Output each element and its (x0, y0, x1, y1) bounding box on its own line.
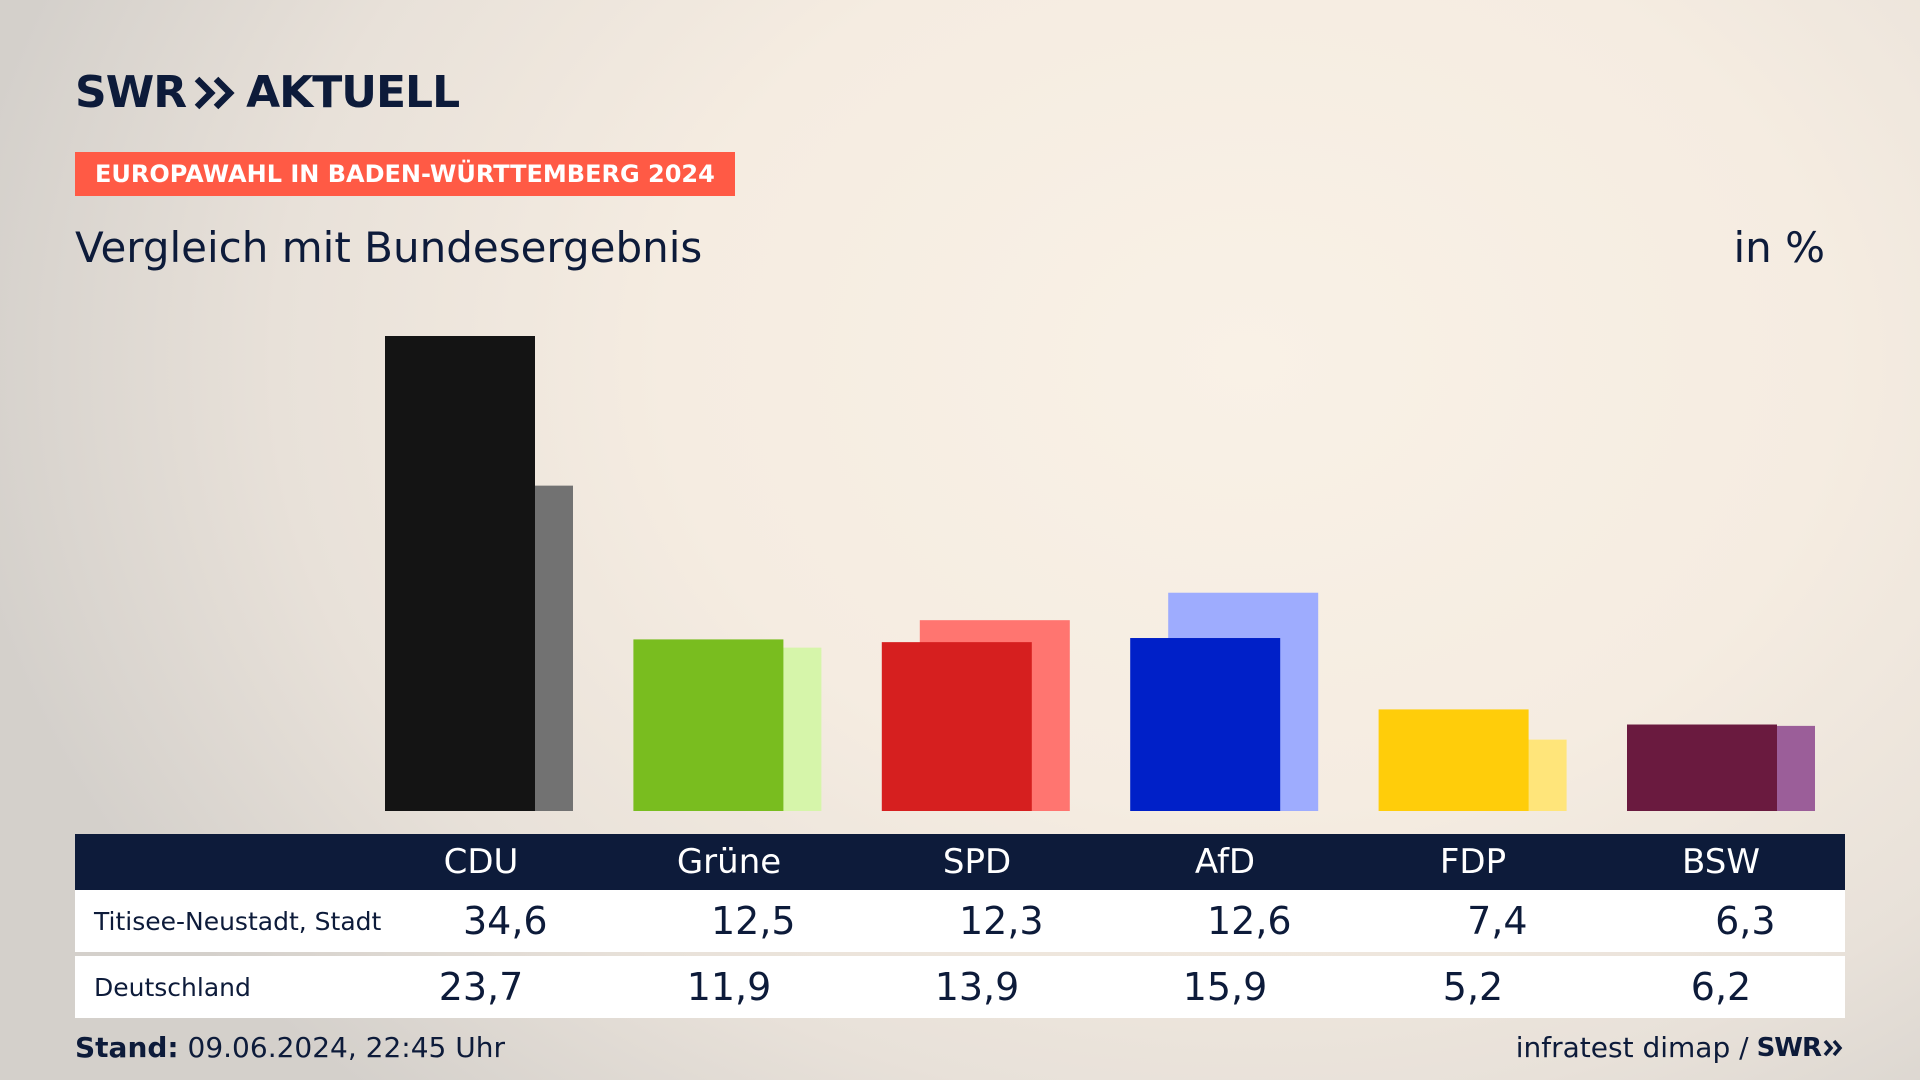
local-value-spd: 12,3 (959, 899, 1044, 943)
swr-aktuell-logo: SWR AKTUELL (75, 67, 460, 118)
bar-local-fdp (1378, 709, 1529, 811)
unit-label: in % (1733, 223, 1825, 272)
bar-chart (385, 336, 1815, 811)
national-value-fdp: 5,2 (1442, 965, 1504, 1009)
bar-local-cdu (385, 336, 535, 811)
timestamp: Stand: 09.06.2024, 22:45 Uhr (75, 1028, 505, 1068)
chart-subtitle: Vergleich mit Bundesergebnis (75, 223, 703, 272)
bar-local-bsw (1627, 724, 1777, 811)
national-value-cdu: 23,7 (438, 965, 524, 1009)
local-value-afd: 12,6 (1207, 899, 1292, 943)
national-value-gruene: 11,9 (686, 965, 772, 1009)
header-cdu: CDU (443, 842, 519, 882)
stand-label: Stand: (75, 1031, 179, 1064)
row-label-national: Deutschland (94, 972, 251, 1002)
results-table: CDU Grüne SPD AfD FDP BSW Titisee-Neusta… (75, 834, 1845, 1018)
local-value-fdp: 7,4 (1467, 899, 1528, 943)
header-gruene: Grüne (676, 842, 782, 882)
national-value-spd: 13,9 (934, 965, 1020, 1009)
source-text: infratest dimap / (1515, 1031, 1749, 1064)
national-value-bsw: 6,2 (1690, 965, 1752, 1009)
stand-value: 09.06.2024, 22:45 Uhr (187, 1031, 505, 1064)
logo-aktuell-text: AKTUELL (246, 67, 460, 118)
logo-swr-text: SWR (75, 67, 187, 118)
bar-local-gruene (633, 639, 784, 811)
local-value-bsw: 6,3 (1715, 899, 1776, 943)
bar-local-spd (881, 642, 1032, 811)
local-value-gruene: 12,5 (711, 899, 796, 943)
header-fdp: FDP (1439, 842, 1507, 882)
swr-small-logo: SWR (1757, 1028, 1845, 1068)
small-double-chevron-icon (1823, 1039, 1843, 1057)
bar-local-afd (1130, 638, 1281, 811)
election-badge: EUROPAWAHL IN BADEN-WÜRTTEMBERG 2024 (75, 152, 735, 196)
row-label-local: Titisee-Neustadt, Stadt (94, 906, 382, 936)
source-credit: infratest dimap / SWR (1516, 1028, 1845, 1068)
double-chevron-icon (194, 76, 235, 110)
table-row-national: Deutschland 23,7 11,9 13,9 15,9 5,2 6,2 (75, 956, 1845, 1018)
header-spd: SPD (942, 842, 1012, 882)
table-row-local: Titisee-Neustadt, Stadt 34,6 12,5 12,3 1… (75, 890, 1845, 952)
small-logo-text: SWR (1756, 1033, 1822, 1063)
local-value-cdu: 34,6 (463, 899, 548, 943)
national-value-afd: 15,9 (1182, 965, 1268, 1009)
header-afd: AfD (1194, 842, 1256, 882)
header-bsw: BSW (1682, 842, 1760, 882)
table-header: CDU Grüne SPD AfD FDP BSW (75, 834, 1845, 890)
